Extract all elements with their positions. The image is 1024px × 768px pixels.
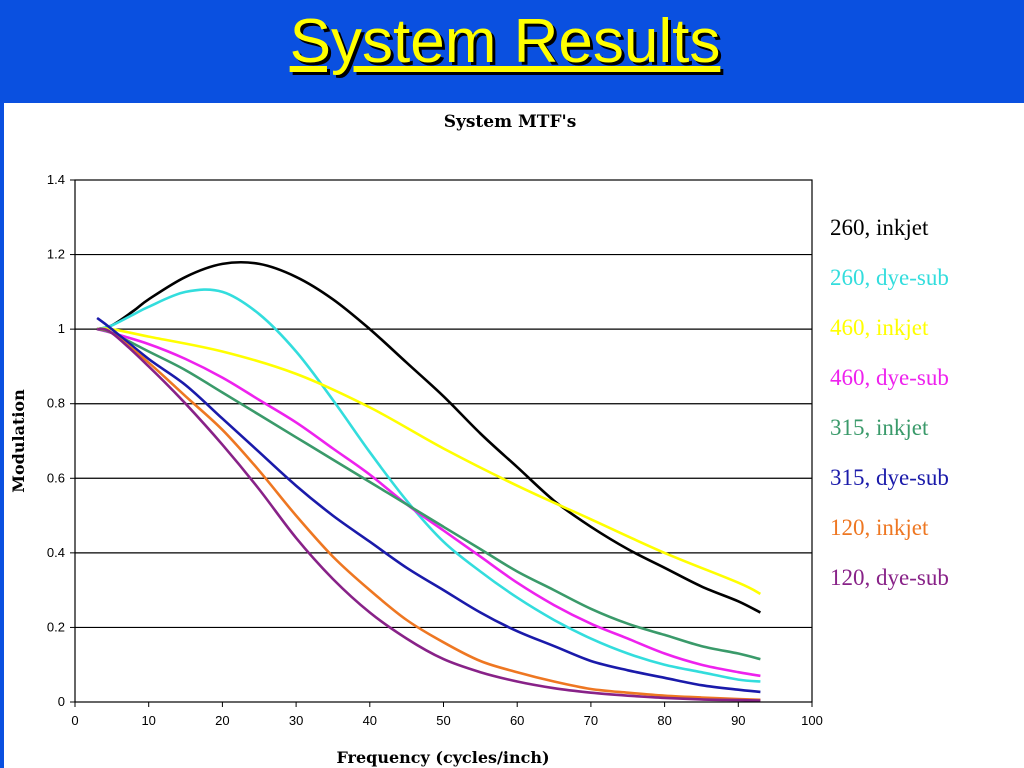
- chart-panel: System MTF's 0 0.2 0.4 0.6 0.8 1 1.2 1.4 0 10 20 3…: [4, 103, 1024, 768]
- mtf-chart: System MTF's 0 0.2 0.4 0.6 0.8 1 1.2 1.4 0 10 20 3…: [9, 112, 949, 767]
- x-tick-label: 60: [510, 713, 524, 728]
- series-line: [96, 316, 761, 694]
- series-line: [97, 327, 762, 596]
- x-tick-labels: 0 10 20 30 40 50 60 70 80 90 100: [71, 702, 823, 728]
- x-tick-label: 80: [657, 713, 671, 728]
- legend-entry: 315, inkjet: [830, 415, 929, 440]
- x-tick-label: 0: [71, 713, 78, 728]
- series-line: [96, 327, 761, 661]
- plot-frame: [74, 179, 813, 703]
- y-tick-label: 1.4: [47, 172, 65, 187]
- legend-entry: 120, inkjet: [830, 515, 929, 540]
- series-line: [96, 327, 761, 702]
- y-tick-label: 0.4: [47, 545, 65, 560]
- y-tick-labels: 0 0.2 0.4 0.6 0.8 1 1.2 1.4: [47, 172, 75, 709]
- y-tick-label: 1.2: [47, 247, 65, 262]
- series-lines: [96, 260, 762, 702]
- x-axis-label: Frequency (cycles/inch): [336, 748, 549, 767]
- x-tick-label: 100: [801, 713, 823, 728]
- legend-entry: 315, dye-sub: [830, 465, 949, 490]
- legend-entry: 460, dye-sub: [830, 365, 949, 390]
- y-tick-label: 0.6: [47, 470, 65, 485]
- series-line: [96, 327, 761, 678]
- series-line: [96, 327, 761, 702]
- chart-title: System MTF's: [444, 112, 577, 132]
- x-tick-label: 90: [731, 713, 745, 728]
- x-tick-label: 70: [584, 713, 598, 728]
- slide-title: System Results: [289, 7, 721, 76]
- legend-entry: 260, inkjet: [830, 215, 929, 240]
- y-axis-label: Modulation: [9, 389, 28, 493]
- y-tick-label: 0.8: [47, 396, 65, 411]
- legend: 260, inkjet 260, dye-sub 460, inkjet 460, d…: [830, 215, 949, 590]
- y-tick-label: 1: [58, 321, 65, 336]
- x-tick-label: 40: [363, 713, 377, 728]
- x-tick-label: 20: [215, 713, 229, 728]
- legend-entry: 120, dye-sub: [830, 565, 949, 590]
- x-tick-label: 10: [141, 713, 155, 728]
- y-tick-label: 0.2: [47, 619, 65, 634]
- legend-entry: 260, dye-sub: [830, 265, 949, 290]
- legend-entry: 460, inkjet: [830, 315, 929, 340]
- series-line: [96, 260, 761, 614]
- x-tick-label: 30: [289, 713, 303, 728]
- slide-header: System Results: [0, 0, 1024, 103]
- y-tick-label: 0: [58, 694, 65, 709]
- series-line: [96, 288, 761, 683]
- x-tick-label: 50: [436, 713, 450, 728]
- gridlines: [75, 253, 812, 629]
